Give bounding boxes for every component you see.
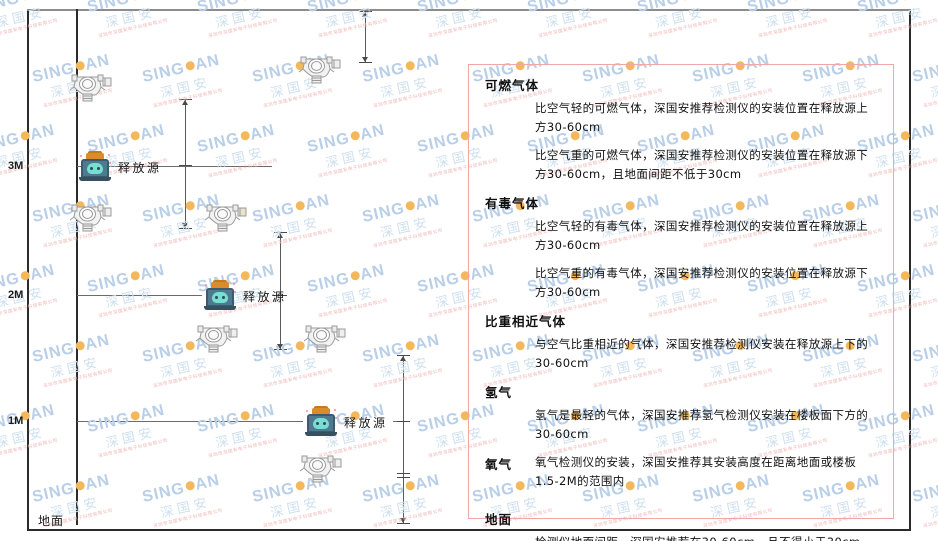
level-label-2m: 2M (8, 289, 24, 301)
panel-heading-ground: 地面 (485, 512, 513, 527)
panel-paragraph: 与空气比重相近的气体，深国安推荐检测仪安装在释放源上下的30-60cm (535, 337, 869, 370)
height-axis (76, 9, 78, 525)
panel-heading-hydrogen: 氢气 (485, 385, 513, 400)
panel-paragraph: 氧气检测仪的安装，深国安推荐其安装高度在距离地面或楼板1.5-2M的范围内 (535, 455, 857, 488)
source-label-3m: 释放源 (118, 161, 162, 175)
gas-detector-icon (203, 199, 249, 233)
gas-release-source-icon (304, 406, 338, 436)
gas-detector-icon (297, 51, 343, 85)
panel-heading-toxic: 有毒气体 (485, 196, 540, 211)
level-label-1m: 1M (8, 415, 24, 427)
ground-label: 地面 (38, 514, 65, 528)
top-rule (27, 9, 911, 11)
level-line-2m (77, 295, 202, 296)
level-label-3m: 3M (8, 160, 24, 172)
outer-frame (27, 9, 911, 531)
source-label-2m: 释放源 (243, 290, 287, 304)
level-line-1m (77, 421, 303, 422)
panel-paragraph: 比空气重的有毒气体，深国安推荐检测仪的安装位置在释放源下方30-60cm (535, 266, 869, 299)
panel-row-oxygen: 氧气 氧气检测仪的安装，深国安推荐其安装高度在距离地面或楼板1.5-2M的范围内 (485, 453, 879, 491)
source-label-1m: 释放源 (344, 416, 388, 430)
panel-heading-similar-density: 比重相近气体 (485, 314, 567, 329)
panel-paragraph: 检测仪地面间距，深国安推荐在30-60cm，且不得小于30cm，因为过低容易水溅… (485, 533, 879, 541)
panel-heading-flammable: 可燃气体 (485, 78, 540, 93)
panel-paragraph: 比空气轻的可燃气体，深国安推荐检测仪的安装位置在释放源上方30-60cm (535, 101, 869, 134)
panel-heading-oxygen: 氧气 (485, 457, 513, 472)
info-panel: 可燃气体 比空气轻的可燃气体，深国安推荐检测仪的安装位置在释放源上方30-60c… (468, 64, 894, 541)
panel-paragraph: 比空气轻的有毒气体，深国安推荐检测仪的安装位置在释放源上方30-60cm (535, 219, 869, 252)
gas-release-source-icon (78, 151, 112, 181)
gas-detector-icon (298, 450, 344, 484)
gas-detector-icon (194, 320, 240, 354)
panel-paragraph: 氢气是最轻的气体，深国安推荐氢气检测仪安装在楼板面下方的30-60cm (535, 408, 869, 441)
gas-detector-icon (68, 199, 114, 233)
panel-paragraph: 比空气重的可燃气体，深国安推荐检测仪的安装位置在释放源下方30-60cm，且地面… (535, 148, 869, 181)
level-line-3m (77, 166, 272, 167)
gas-detector-icon (68, 69, 114, 103)
gas-detector-icon (302, 320, 348, 354)
gas-release-source-icon (203, 280, 237, 310)
